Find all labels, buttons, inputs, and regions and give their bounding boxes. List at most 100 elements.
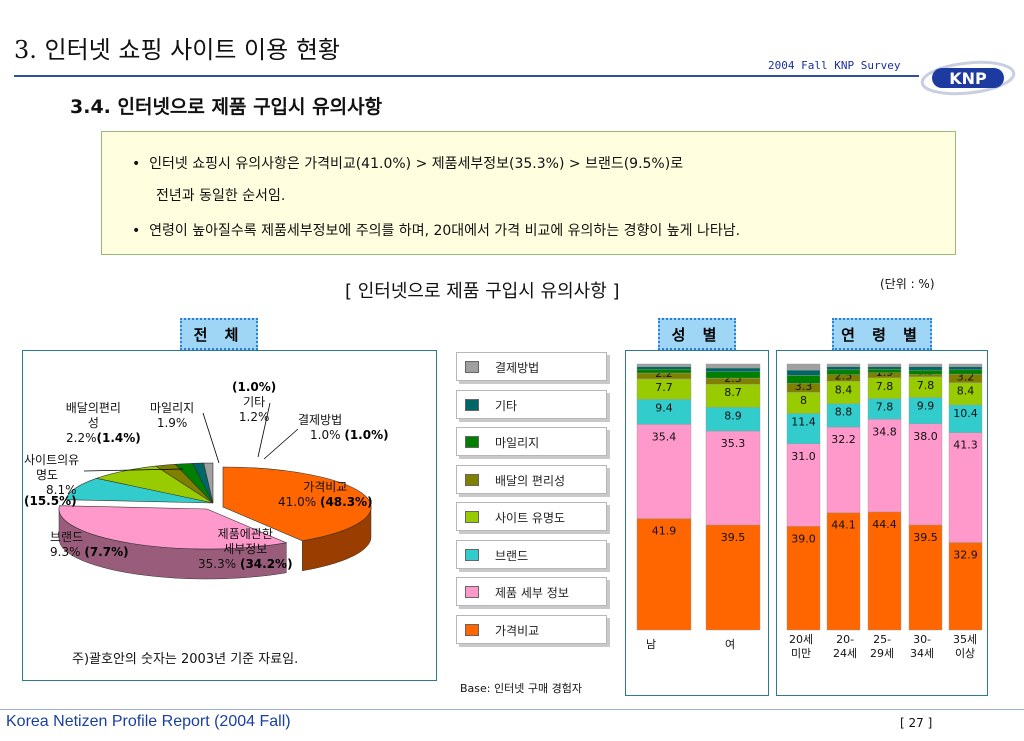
legend-label: 브랜드 bbox=[495, 548, 529, 563]
logo-text: KNP bbox=[949, 69, 987, 88]
gender-bar-segment bbox=[705, 430, 761, 526]
legend-swatch bbox=[465, 511, 479, 523]
age-bar-segment bbox=[867, 369, 902, 373]
legend-swatch bbox=[465, 398, 479, 411]
age-bar-value: 9.9 bbox=[917, 400, 935, 413]
page-title: 3. 인터넷 쇼핑 사이트 이용 현황 bbox=[14, 36, 341, 64]
age-bar-segment bbox=[908, 366, 943, 371]
base-note: Base: 인터넷 구매 경험자 bbox=[460, 682, 582, 695]
gender-bar-value: 7.7 bbox=[655, 381, 673, 394]
gender-panel bbox=[625, 350, 769, 696]
pie-slice bbox=[58, 505, 288, 550]
pie-label-payment: 결제방법 1.0% (1.0%) bbox=[298, 413, 389, 442]
legend-swatch bbox=[465, 548, 479, 561]
pie-panel bbox=[22, 350, 437, 681]
age-bar-segment bbox=[867, 511, 902, 631]
age-bar-value: 44.1 bbox=[831, 519, 856, 532]
age-bar-segment bbox=[826, 366, 861, 371]
pie-label-etc: (1.0%) 기타 1.2% bbox=[232, 380, 277, 424]
legend-swatch bbox=[465, 361, 479, 373]
summary-box bbox=[101, 131, 956, 255]
summary-bullet-1-cont: 전년과 동일한 순서임. bbox=[156, 188, 286, 204]
age-bar-value: 8 bbox=[800, 394, 807, 407]
age-bar-value: 8.4 bbox=[957, 385, 975, 398]
gender-bar-value: 9.4 bbox=[655, 401, 673, 414]
survey-label: 2004 Fall KNP Survey bbox=[768, 59, 901, 72]
age-bar-value: 10.4 bbox=[953, 407, 978, 420]
legend-label: 기타 bbox=[495, 398, 518, 413]
age-bar-segment bbox=[948, 542, 983, 631]
legend-item: 제품 세부 정보 bbox=[456, 577, 607, 606]
legend-label: 배달의 편리성 bbox=[495, 473, 566, 488]
pie-chart bbox=[58, 402, 372, 580]
pie-leader-line bbox=[257, 402, 271, 458]
pie-label-price: 가격비교 41.0% (48.3%) bbox=[278, 480, 373, 509]
pie-label-site: 사이트의유 명도 8.1% bbox=[24, 453, 80, 497]
age-bar-segment bbox=[908, 524, 943, 631]
legend-item: 가격비교 bbox=[456, 614, 607, 644]
legend-label: 가격비교 bbox=[495, 623, 540, 638]
gender-bar-segment bbox=[705, 363, 761, 369]
age-bar-segment bbox=[908, 369, 943, 375]
legend-label: 마일리지 bbox=[495, 436, 540, 450]
age-bar-segment bbox=[786, 375, 821, 384]
age-bar-value: 34.8 bbox=[872, 425, 897, 438]
age-bar-segment bbox=[826, 363, 861, 367]
pie-slice bbox=[222, 466, 372, 542]
gender-bar-segment bbox=[705, 371, 761, 379]
legend-label: 결제방법 bbox=[495, 361, 540, 375]
age-bar-segment bbox=[908, 363, 943, 367]
age-bar-value: 32.2 bbox=[831, 433, 856, 446]
legend-swatch bbox=[465, 586, 479, 598]
pie-slice bbox=[203, 462, 214, 504]
bullet-mark: • bbox=[132, 223, 141, 239]
age-bar-segment bbox=[948, 432, 983, 543]
age-bar-value: 39.0 bbox=[791, 532, 816, 545]
age-bar-segment bbox=[867, 363, 902, 367]
age-cat-2: 20- 24세 bbox=[833, 633, 858, 660]
age-bar-segment bbox=[786, 526, 821, 631]
summary-bullet-1: • 인터넷 쇼핑시 유의사항은 가격비교(41.0%) > 제품세부정보(35.… bbox=[132, 156, 684, 172]
gender-bar-segment bbox=[636, 518, 692, 631]
age-bar-value: 41.3 bbox=[953, 439, 978, 452]
gender-bar-value: 41.9 bbox=[652, 525, 677, 538]
age-bar-value: 7.8 bbox=[917, 379, 935, 392]
legend-label: 사이트 유명도 bbox=[495, 511, 566, 525]
chart-title: [ 인터넷으로 제품 구입시 유의사항 ] bbox=[345, 281, 620, 302]
age-bar-segment bbox=[948, 363, 983, 367]
section-subtitle: 3.4. 인터넷으로 제품 구입시 유의사항 bbox=[70, 96, 383, 118]
gender-bar-value: 35.4 bbox=[652, 430, 677, 443]
gender-bar-value: 8.7 bbox=[724, 386, 742, 399]
age-bar-segment bbox=[867, 366, 902, 370]
age-bar-value: 31.0 bbox=[791, 450, 816, 463]
legend-swatch bbox=[465, 436, 479, 448]
legend-label: 제품 세부 정보 bbox=[495, 586, 569, 600]
age-cat-1: 20세 미만 bbox=[789, 633, 814, 660]
age-bar-value: 32.9 bbox=[953, 549, 978, 562]
bullet-mark: • bbox=[132, 156, 141, 172]
pie-slice bbox=[65, 477, 214, 504]
pie-label-mileage: 마일리지 1.9% bbox=[150, 401, 195, 430]
legend-item: 결제방법 bbox=[456, 352, 607, 381]
legend-swatch bbox=[465, 473, 479, 486]
legend-item: 배달의 편리성 bbox=[456, 464, 607, 494]
age-cat-4: 30- 34세 bbox=[910, 633, 935, 660]
gender-bar-value: 39.5 bbox=[721, 531, 746, 544]
pie-label-site-prev: (15.5%) bbox=[24, 494, 77, 508]
age-bar-segment bbox=[826, 426, 861, 513]
gender-bar-value: 8.9 bbox=[724, 409, 742, 422]
pie-leader-line bbox=[202, 412, 220, 464]
age-bar-value: 38.0 bbox=[913, 430, 938, 443]
pie-leader-line bbox=[83, 468, 184, 472]
legend-item: 마일리지 bbox=[456, 427, 607, 456]
legend-item: 사이트 유명도 bbox=[456, 502, 607, 531]
gender-bar-value: 35.3 bbox=[721, 437, 746, 450]
gender-cat-male: 남 bbox=[646, 638, 657, 651]
pie-leader-line bbox=[263, 428, 299, 460]
tag-gender: 성 별 bbox=[658, 318, 736, 350]
age-bar-segment bbox=[786, 443, 821, 527]
tag-age: 연 령 별 bbox=[832, 318, 932, 350]
age-bar-segment bbox=[826, 369, 861, 375]
age-bar-value: 11.4 bbox=[791, 416, 816, 429]
gender-bar-segment bbox=[636, 366, 692, 370]
